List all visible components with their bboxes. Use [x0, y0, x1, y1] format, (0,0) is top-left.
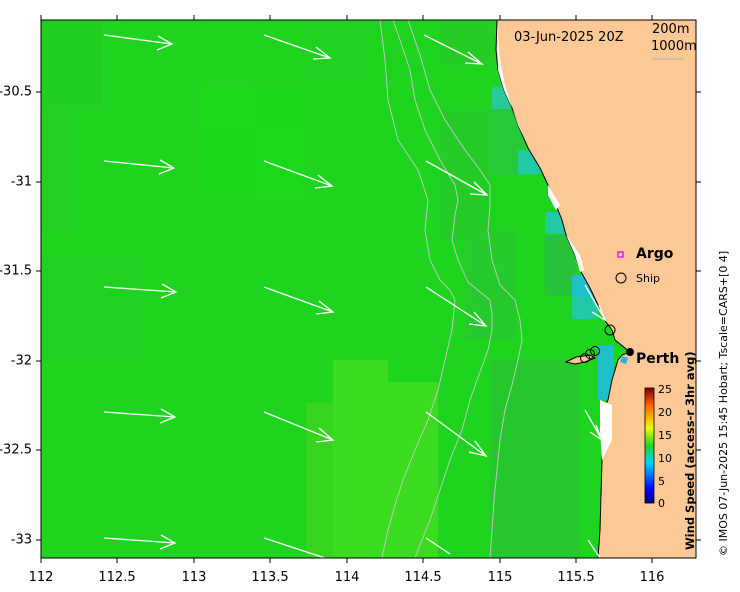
lat-tick: -33	[10, 532, 32, 548]
argo-label: Argo	[636, 246, 674, 262]
perth-label: Perth	[636, 351, 680, 367]
bathymetry-contours	[379, 19, 523, 559]
lon-tick: 116	[639, 570, 665, 585]
colorbar-title: Wind Speed (access-r 3hr avg)	[683, 351, 697, 550]
credit-text: © IMOS 07-Jun-2025 15:45 Hobart; Tscale=…	[717, 250, 730, 556]
plot-frame	[40, 19, 697, 559]
ship-markers	[580, 324, 616, 363]
perth-marker	[626, 348, 634, 356]
lat-tick: -31.5	[0, 263, 32, 279]
lat-tick: -32.5	[0, 442, 32, 458]
lon-tick: 115	[487, 570, 513, 585]
lon-tick: 114.5	[404, 570, 442, 585]
colorbar	[644, 387, 655, 504]
lon-tick: 114	[334, 570, 360, 585]
wind-arrows	[103, 34, 607, 559]
lat-tick: -31	[10, 174, 32, 190]
lat-tick: -32	[10, 353, 32, 369]
axis-ticks	[36, 15, 701, 563]
colorbar-tick: 10	[658, 452, 672, 465]
coastal-strip	[497, 25, 525, 140]
lon-tick: 113	[181, 570, 207, 585]
colorbar-tick: 20	[658, 406, 672, 419]
lat-tick: -30.5	[0, 84, 32, 100]
lon-tick: 115.5	[557, 570, 595, 585]
colorbar-tick: 25	[658, 383, 672, 396]
contour-1000-label: 1000m	[651, 39, 697, 54]
ship-icon	[615, 272, 627, 284]
date-label: 03-Jun-2025 20Z	[514, 30, 624, 45]
lon-tick: 113.5	[251, 570, 289, 585]
argo-icon	[617, 251, 624, 258]
colorbar-tick: 5	[658, 475, 665, 488]
lon-tick: 112.5	[98, 570, 136, 585]
ship-label: Ship	[636, 272, 660, 285]
contour-200-label: 200m	[652, 22, 690, 37]
colorbar-tick: 15	[658, 429, 672, 442]
colorbar-tick: 0	[658, 497, 665, 510]
lon-tick: 112	[28, 570, 54, 585]
wind-field-cells	[41, 20, 614, 558]
